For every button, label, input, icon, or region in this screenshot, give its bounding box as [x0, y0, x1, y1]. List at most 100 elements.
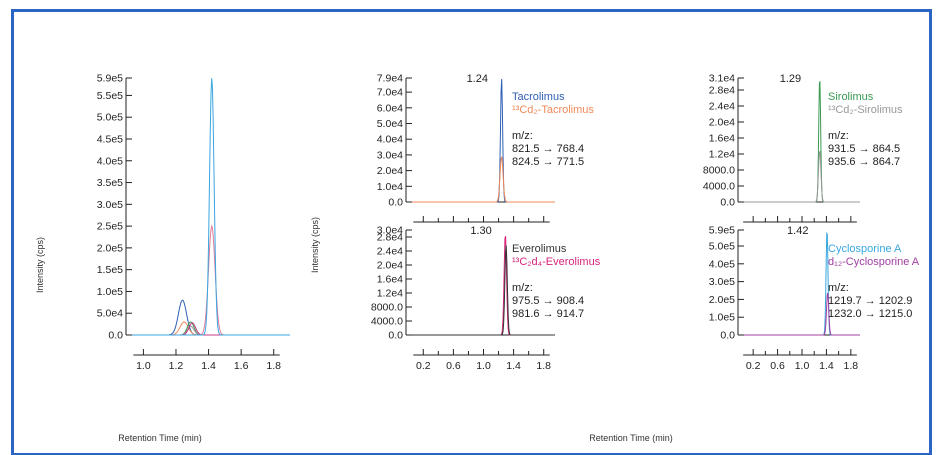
- y-tick-label: 2.4e4: [377, 246, 403, 258]
- series-line-1: [744, 292, 860, 336]
- x-tick-label: 1.4: [819, 360, 834, 372]
- y-tick-label: 8000.0: [703, 165, 735, 177]
- legend-entry: Everolimus: [512, 243, 567, 255]
- mz-line: m/z:: [828, 130, 849, 142]
- y-tick-label: 5.0e4: [97, 308, 123, 320]
- y-tick-label: 2.8e4: [377, 232, 403, 244]
- y-tick-label: 8000.0: [371, 302, 403, 314]
- y-tick-label: 3.0e5: [709, 276, 735, 288]
- x-tick-label: 1.6: [234, 360, 249, 372]
- legend-entry: d₁₂-Cyclosporine A: [828, 256, 920, 268]
- y-tick-label: 3.0e5: [97, 199, 123, 211]
- x-tick-label: 1.8: [536, 360, 551, 372]
- y-tick-label: 3.0e4: [377, 225, 403, 237]
- x-tick-label: 1.8: [266, 360, 281, 372]
- mz-line: 821.5 → 768.4: [512, 143, 584, 155]
- y-tick-label: 0.0: [108, 330, 123, 342]
- y-tick-label: 1.0e5: [97, 286, 123, 298]
- figure-border: [11, 9, 932, 455]
- legend-entry: ¹³Cd₂-Sirolimus: [828, 104, 903, 116]
- y-tick-label: 0.0: [720, 330, 735, 342]
- legend-entry: ¹³Cd₂-Tacrolimus: [512, 104, 594, 116]
- chart-panel-1: 0.0 1.0e4 2.0e4 3.0e4 4.0e4 5.0e4 6.0e4 7.0e4 7.…: [377, 73, 594, 223]
- mz-line: m/z:: [828, 282, 849, 294]
- y-tick-label: 2.4e4: [709, 101, 735, 113]
- peak-label: 1.29: [780, 73, 801, 85]
- series-line-1: [412, 245, 555, 336]
- left-xlabel: Retention Time (min): [118, 433, 202, 443]
- y-tick-label: 2.8e4: [709, 85, 735, 97]
- chart-panel-3: 0.0 4000.0 8000.0 1.2e4 1.6e4 2.0e4 2.4e4 2.8e4…: [371, 225, 601, 373]
- y-tick-label: 5.0e5: [97, 112, 123, 124]
- mz-line: 935.6 → 864.7: [828, 156, 900, 168]
- y-tick-label: 1.5e5: [97, 264, 123, 276]
- y-tick-label: 5.9e5: [709, 225, 735, 237]
- y-tick-label: 1.6e4: [377, 274, 403, 286]
- y-tick-label: 3.1e4: [709, 73, 735, 85]
- y-tick-label: 3.0e4: [377, 149, 403, 161]
- y-tick-label: 4.0e5: [97, 155, 123, 167]
- y-tick-label: 6.0e4: [377, 102, 403, 114]
- y-tick-label: 5.9e5: [97, 73, 123, 85]
- x-tick-label: 1.0: [476, 360, 491, 372]
- panels-layer: 0.0 5.0e4 1.0e5 1.5e5 2.0e5 2.5e5 3.0e5 3.5e5 4.…: [97, 73, 920, 373]
- y-tick-label: 2.0e4: [377, 165, 403, 177]
- mz-line: 1219.7 → 1202.9: [828, 295, 912, 307]
- mz-line: 824.5 → 771.5: [512, 156, 584, 168]
- y-tick-label: 1.2e4: [709, 149, 735, 161]
- peak-label: 1.24: [467, 73, 488, 85]
- y-tick-label: 0.0: [388, 330, 403, 342]
- y-tick-label: 4000.0: [703, 181, 735, 193]
- x-tick-label: 1.4: [506, 360, 521, 372]
- y-tick-label: 1.0e4: [377, 181, 403, 193]
- chart-panel-4: 0.0 1.0e5 2.0e5 3.0e5 4.0e5 5.0e5 5.9e5 0.2 0.6 1…: [709, 225, 920, 373]
- y-tick-label: 4.0e5: [709, 258, 735, 270]
- y-tick-label: 2.0e5: [97, 242, 123, 254]
- y-tick-label: 7.0e4: [377, 87, 403, 99]
- mz-line: 981.6 → 914.7: [512, 308, 584, 320]
- left-ylabel: Intensity (cps): [35, 237, 45, 293]
- y-tick-label: 7.9e4: [377, 73, 403, 85]
- series-line-1: [412, 156, 555, 203]
- legend-entry: Tacrolimus: [512, 91, 565, 103]
- y-tick-label: 0.0: [720, 197, 735, 209]
- x-tick-label: 0.6: [446, 360, 461, 372]
- x-tick-label: 1.4: [201, 360, 216, 372]
- mz-line: 975.5 → 908.4: [512, 295, 584, 307]
- y-tick-label: 4.5e5: [97, 133, 123, 145]
- y-tick-label: 1.2e4: [377, 288, 403, 300]
- y-tick-label: 5.0e4: [377, 118, 403, 130]
- legend-entry: ¹³C₂d₄-Everolimus: [512, 256, 601, 268]
- x-tick-label: 1.8: [844, 360, 859, 372]
- series-line-1: [744, 150, 860, 203]
- y-tick-label: 2.0e4: [709, 117, 735, 129]
- middle-ylabel: Intensity (cps): [310, 217, 320, 273]
- chart-panel-0: 0.0 5.0e4 1.0e5 1.5e5 2.0e5 2.5e5 3.0e5 3.5e5 4.…: [97, 73, 290, 372]
- mz-line: m/z:: [512, 130, 533, 142]
- chart-panel-2: 0.0 4000.0 8000.0 1.2e4 1.6e4 2.0e4 2.4e4 2.8e4…: [703, 73, 903, 223]
- x-tick-label: 0.6: [770, 360, 785, 372]
- x-tick-label: 0.2: [746, 360, 761, 372]
- mz-line: 1232.0 → 1215.0: [828, 308, 912, 320]
- mz-line: m/z:: [512, 282, 533, 294]
- y-tick-label: 4000.0: [371, 316, 403, 328]
- x-tick-label: 1.0: [795, 360, 810, 372]
- y-tick-label: 2.5e5: [97, 221, 123, 233]
- x-tick-label: 0.2: [416, 360, 431, 372]
- legend-entry: Sirolimus: [828, 91, 874, 103]
- y-tick-label: 2.0e4: [377, 260, 403, 272]
- x-tick-label: 1.0: [136, 360, 151, 372]
- y-tick-label: 5.5e5: [97, 90, 123, 102]
- legend-entry: Cyclosporine A: [828, 243, 902, 255]
- y-tick-label: 4.0e4: [377, 134, 403, 146]
- x-tick-label: 1.2: [169, 360, 184, 372]
- peak-label: 1.42: [787, 225, 808, 237]
- y-tick-label: 1.6e4: [709, 133, 735, 145]
- y-tick-label: 5.0e5: [709, 241, 735, 253]
- y-tick-label: 1.0e5: [709, 312, 735, 324]
- mz-line: 931.5 → 864.5: [828, 143, 900, 155]
- y-tick-label: 0.0: [388, 197, 403, 209]
- y-tick-label: 3.5e5: [97, 177, 123, 189]
- y-tick-label: 2.0e5: [709, 294, 735, 306]
